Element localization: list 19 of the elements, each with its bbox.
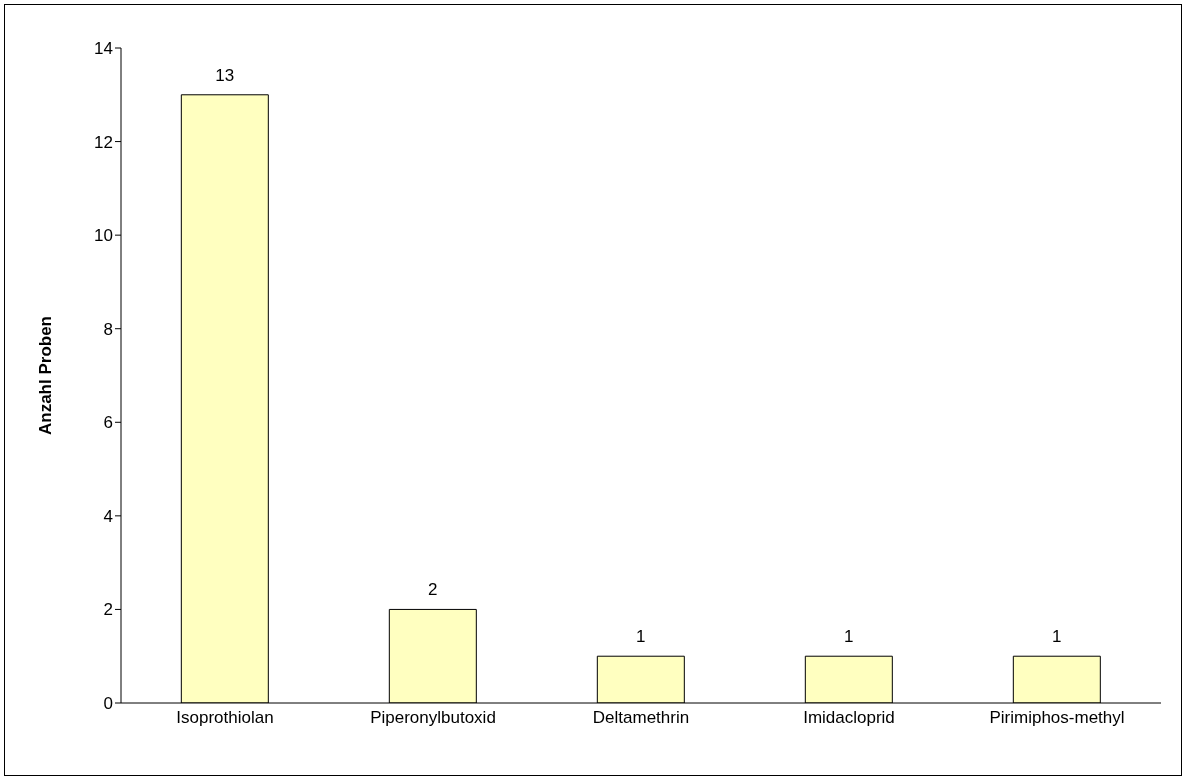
y-tick-label: 2 [103,600,113,620]
y-tick-label: 6 [103,413,113,433]
data-label: 13 [215,65,235,85]
y-tick-label: 14 [94,39,113,59]
data-label: 1 [844,627,854,647]
x-tick-label: Deltamethrin [592,708,690,728]
y-tick-label: 8 [103,319,113,339]
y-tick-label: 12 [94,132,113,152]
y-tick-label: 10 [94,226,113,246]
data-label: 1 [636,627,646,647]
x-tick-label: Isoprothiolan [176,708,274,728]
y-tick-label: 0 [103,694,113,714]
y-axis-title: Anzahl Proben [36,315,56,436]
data-label: 1 [1052,627,1062,647]
y-tick-label: 4 [103,506,113,526]
data-label: 2 [428,580,438,600]
x-tick-label: Pirimiphos-methyl [989,708,1125,728]
x-tick-label: Imidacloprid [803,708,895,728]
x-tick-label: Piperonylbutoxid [370,708,496,728]
